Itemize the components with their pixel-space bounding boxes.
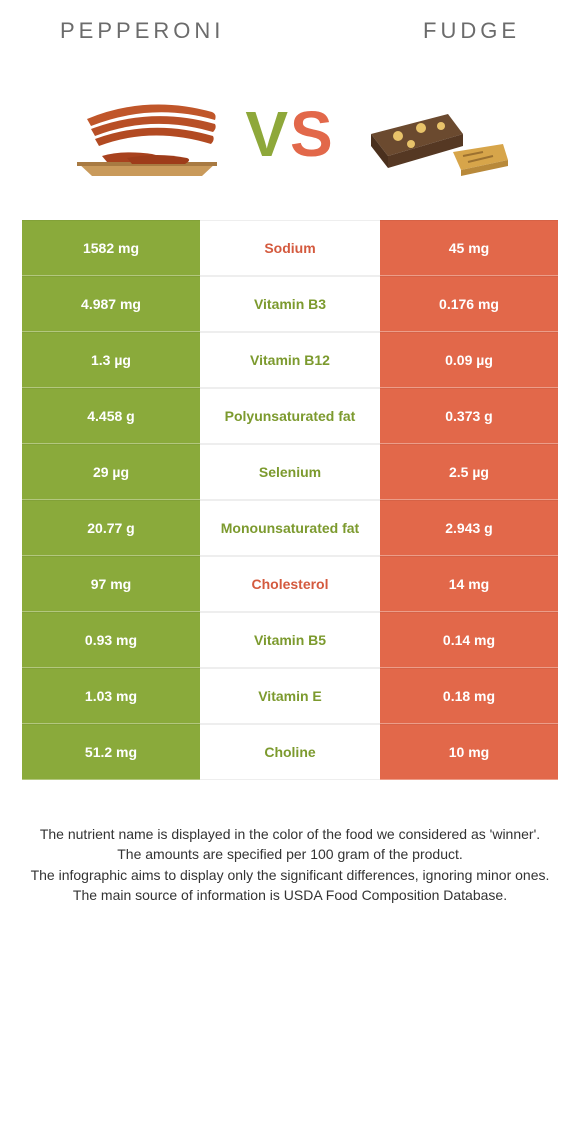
right-value: 2.943 g [380,500,558,556]
left-value: 1.3 µg [22,332,200,388]
table-row: 1582 mgSodium45 mg [22,220,558,276]
left-value: 51.2 mg [22,724,200,780]
right-food-title: FUDGE [423,18,520,44]
vs-label: VS [245,97,334,171]
table-row: 1.03 mgVitamin E0.18 mg [22,668,558,724]
nutrient-table: 1582 mgSodium45 mg4.987 mgVitamin B30.17… [22,220,558,780]
table-row: 4.987 mgVitamin B30.176 mg [22,276,558,332]
table-row: 29 µgSelenium2.5 µg [22,444,558,500]
left-value: 1.03 mg [22,668,200,724]
left-value: 4.458 g [22,388,200,444]
footer-notes: The nutrient name is displayed in the co… [0,780,580,905]
table-row: 0.93 mgVitamin B50.14 mg [22,612,558,668]
left-value: 1582 mg [22,220,200,276]
left-food-title: PEPPERONI [60,18,224,44]
table-row: 4.458 gPolyunsaturated fat0.373 g [22,388,558,444]
nutrient-label: Vitamin B12 [200,332,380,388]
vs-v: V [245,97,290,171]
left-value: 0.93 mg [22,612,200,668]
nutrient-label: Vitamin E [200,668,380,724]
footer-line: The infographic aims to display only the… [28,865,552,885]
right-value: 0.373 g [380,388,558,444]
right-value: 0.14 mg [380,612,558,668]
nutrient-label: Cholesterol [200,556,380,612]
left-value: 20.77 g [22,500,200,556]
footer-line: The nutrient name is displayed in the co… [28,824,552,844]
right-value: 0.18 mg [380,668,558,724]
left-value: 97 mg [22,556,200,612]
hero-row: VS [0,44,580,220]
table-row: 97 mgCholesterol14 mg [22,556,558,612]
pepperoni-image [67,84,227,184]
right-value: 0.176 mg [380,276,558,332]
right-value: 0.09 µg [380,332,558,388]
footer-line: The main source of information is USDA F… [28,885,552,905]
fudge-image [353,84,513,184]
nutrient-label: Sodium [200,220,380,276]
nutrient-label: Polyunsaturated fat [200,388,380,444]
table-row: 20.77 gMonounsaturated fat2.943 g [22,500,558,556]
right-value: 45 mg [380,220,558,276]
nutrient-label: Choline [200,724,380,780]
table-row: 51.2 mgCholine10 mg [22,724,558,780]
right-value: 2.5 µg [380,444,558,500]
nutrient-label: Vitamin B5 [200,612,380,668]
right-value: 14 mg [380,556,558,612]
vs-s: S [290,97,335,171]
right-value: 10 mg [380,724,558,780]
nutrient-label: Selenium [200,444,380,500]
table-row: 1.3 µgVitamin B120.09 µg [22,332,558,388]
nutrient-label: Vitamin B3 [200,276,380,332]
nutrient-label: Monounsaturated fat [200,500,380,556]
left-value: 29 µg [22,444,200,500]
left-value: 4.987 mg [22,276,200,332]
title-row: PEPPERONI FUDGE [0,0,580,44]
footer-line: The amounts are specified per 100 gram o… [28,844,552,864]
